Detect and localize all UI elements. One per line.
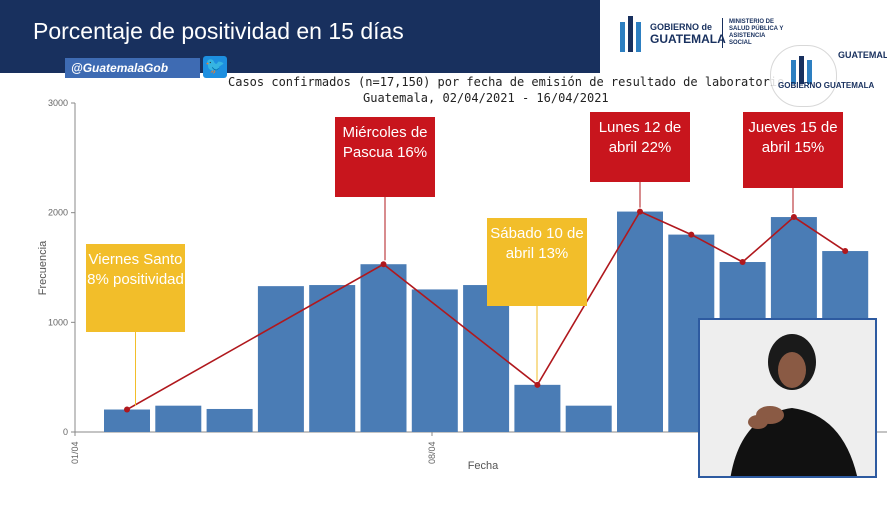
y-axis-label: Frecuencia [37,240,49,295]
callout-sabado: Sábado 10 de abril 13% [487,218,587,306]
page-title: Porcentaje de positividad en 15 días [33,18,404,44]
callout-lunes: Lunes 12 de abril 22% [590,112,690,182]
callout-miercoles: Miércoles de Pascua 16% [335,117,435,197]
chart-subtitle: Guatemala, 02/04/2021 - 16/04/2021 [363,91,609,105]
line-point-14/04 [739,259,746,266]
badge-bars-icon [791,56,812,84]
bar-02/04 [104,409,150,432]
positivity-line [126,210,846,411]
y-tick-label: 1000 [48,317,68,327]
y-tick-label: 3000 [48,98,68,108]
bicentennial-badge [770,45,837,107]
line-point-10/04 [534,381,541,388]
interpreter-person-icon [700,320,875,476]
bar-03/04 [155,405,202,432]
bar-05/04 [257,286,304,432]
y-tick-label: 0 [63,427,68,437]
logo-line1: GOBIERNO de [650,22,713,32]
y-tick-label: 2000 [48,208,68,218]
chart-title: Casos confirmados (n=17,150) por fecha d… [228,75,785,89]
line-point-07/04 [380,261,387,268]
line-point-15/04 [790,214,797,221]
line-point-16/04 [842,248,849,255]
bar-07/04 [360,264,407,432]
bar-12/04 [617,211,663,432]
logo-line2: GUATEMALA [650,32,726,46]
callout-viernes: Viernes Santo 8% positividad [86,244,185,332]
twitter-icon: 🐦 [203,56,227,78]
government-logo-icon [620,16,641,52]
sign-language-interpreter-video [698,318,877,478]
logo-area [600,0,887,73]
callout-jueves: Jueves 15 de abril 15% [743,112,843,188]
bar-11/04 [565,405,612,432]
logo-right-text: GUATEMAL [838,50,887,60]
x-tick-label: 01/04 [70,441,80,464]
logo-divider [722,18,723,48]
ministry-logo-text: MINISTERIO DE SALUD PÚBLICA Y ASISTENCIA… [729,19,784,46]
line-point-12/04 [637,208,643,215]
bar-08/04 [411,289,458,432]
social-handle: @GuatemalaGob [65,58,200,78]
x-tick-label: 08/04 [427,441,437,464]
x-axis-label: Fecha [468,460,499,472]
badge-text: GOBIERNO GUATEMALA [778,81,875,90]
bar-04/04 [206,408,253,432]
bar-10/04 [514,384,561,432]
line-point-13/04 [688,231,695,238]
line-point-02/04 [124,406,130,413]
bar-06/04 [309,285,356,432]
bar-09/04 [463,285,510,432]
